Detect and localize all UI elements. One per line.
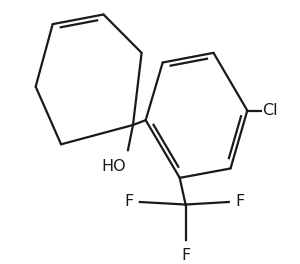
Text: HO: HO <box>102 159 126 174</box>
Text: Cl: Cl <box>262 103 278 118</box>
Text: F: F <box>235 195 244 210</box>
Text: F: F <box>124 195 134 210</box>
Text: F: F <box>181 248 190 263</box>
